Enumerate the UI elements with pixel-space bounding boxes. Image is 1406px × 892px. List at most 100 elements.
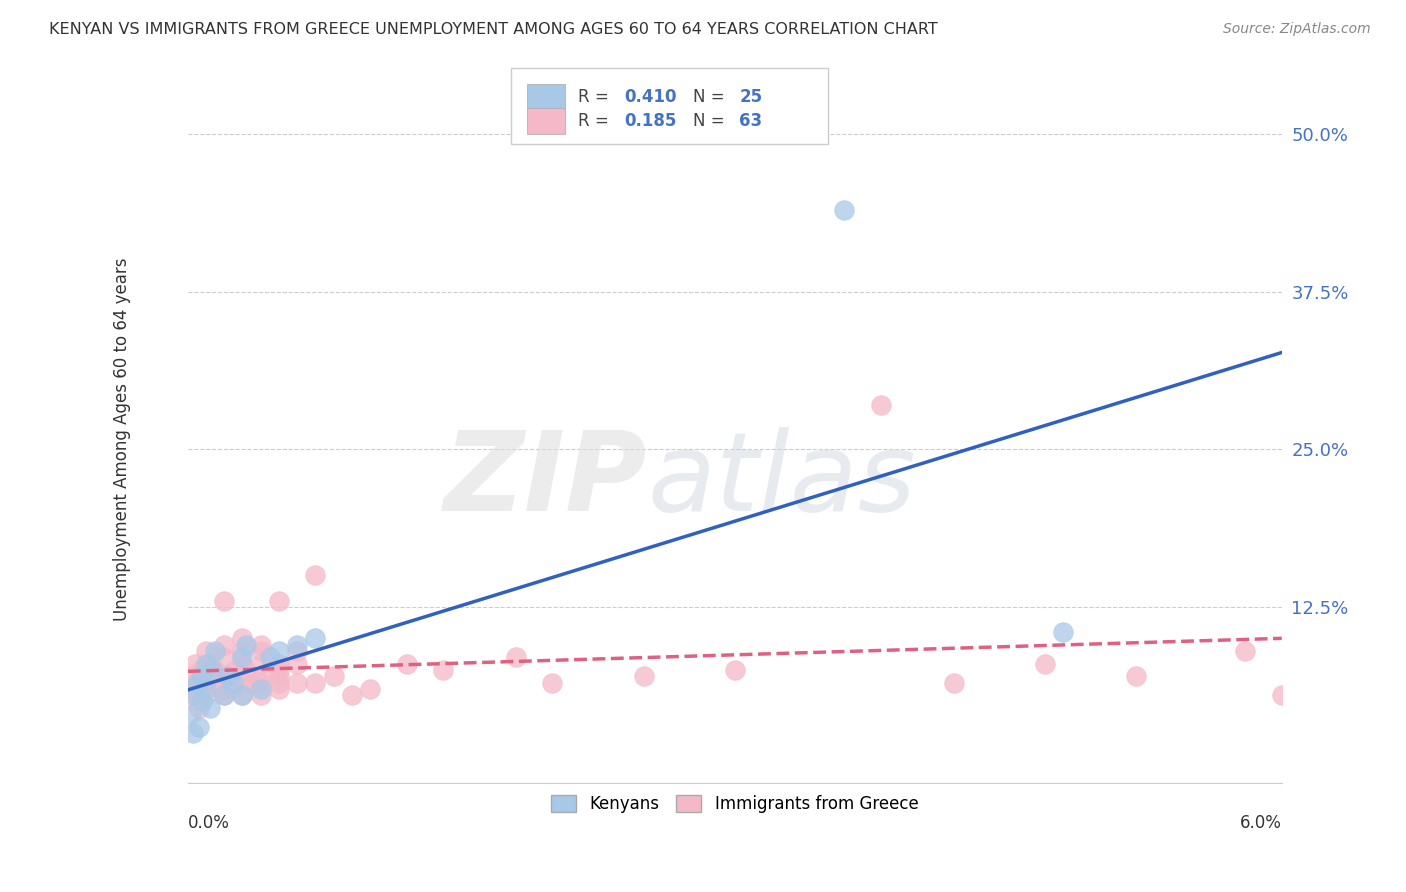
Point <box>186 675 208 690</box>
Text: atlas: atlas <box>647 427 915 534</box>
Point <box>240 675 263 690</box>
Point <box>184 688 207 702</box>
Point <box>214 638 236 652</box>
Point <box>222 675 245 690</box>
Point <box>285 644 308 658</box>
Point <box>1234 644 1257 658</box>
Point <box>191 694 214 708</box>
Point <box>235 663 257 677</box>
Point <box>285 657 308 671</box>
Point <box>205 669 228 683</box>
Point <box>267 681 290 696</box>
Point <box>180 707 202 722</box>
Text: N =: N = <box>693 112 730 129</box>
Point <box>231 650 253 665</box>
Point <box>190 663 212 677</box>
FancyBboxPatch shape <box>527 108 565 134</box>
Point <box>432 663 454 677</box>
Point <box>198 701 221 715</box>
Point <box>184 657 207 671</box>
Point <box>633 669 655 683</box>
Point <box>322 669 344 683</box>
Point <box>231 688 253 702</box>
Point <box>209 681 232 696</box>
Point <box>304 632 326 646</box>
Text: N =: N = <box>693 87 730 105</box>
Text: 63: 63 <box>740 112 762 129</box>
Point <box>1271 688 1294 702</box>
Point <box>231 657 253 671</box>
Point <box>249 669 271 683</box>
Point <box>195 688 218 702</box>
Point <box>942 675 965 690</box>
Point <box>187 701 209 715</box>
Point <box>395 657 418 671</box>
Point <box>195 644 218 658</box>
Text: KENYAN VS IMMIGRANTS FROM GREECE UNEMPLOYMENT AMONG AGES 60 TO 64 YEARS CORRELAT: KENYAN VS IMMIGRANTS FROM GREECE UNEMPLO… <box>49 22 938 37</box>
Point <box>190 669 212 683</box>
Point <box>214 688 236 702</box>
Point <box>541 675 564 690</box>
Point <box>195 669 218 683</box>
Point <box>224 663 246 677</box>
Point <box>249 638 271 652</box>
Point <box>832 202 855 217</box>
FancyBboxPatch shape <box>510 69 828 145</box>
Legend: Kenyans, Immigrants from Greece: Kenyans, Immigrants from Greece <box>544 789 925 820</box>
Point <box>285 675 308 690</box>
Text: R =: R = <box>578 112 614 129</box>
Point <box>181 726 204 740</box>
Point <box>214 650 236 665</box>
Text: 25: 25 <box>740 87 762 105</box>
Text: 0.410: 0.410 <box>624 87 676 105</box>
Point <box>231 644 253 658</box>
Point <box>304 675 326 690</box>
Point <box>267 657 290 671</box>
Point <box>180 669 202 683</box>
Point <box>267 669 290 683</box>
Point <box>217 669 239 683</box>
Point <box>267 593 290 607</box>
Point <box>204 663 226 677</box>
Point <box>267 663 290 677</box>
Text: 0.185: 0.185 <box>624 112 676 129</box>
Point <box>231 675 253 690</box>
Point <box>231 632 253 646</box>
Point <box>285 638 308 652</box>
Point <box>505 650 527 665</box>
Point <box>267 644 290 658</box>
Point <box>195 657 218 671</box>
Point <box>193 669 215 683</box>
Point <box>217 669 239 683</box>
Point <box>340 688 363 702</box>
Point <box>181 688 204 702</box>
Text: R =: R = <box>578 87 614 105</box>
Point <box>187 720 209 734</box>
Point <box>231 688 253 702</box>
Text: 0.0%: 0.0% <box>188 814 229 832</box>
Point <box>195 681 218 696</box>
Point <box>214 688 236 702</box>
Point <box>235 638 257 652</box>
Point <box>249 675 271 690</box>
Text: 6.0%: 6.0% <box>1240 814 1282 832</box>
Text: Unemployment Among Ages 60 to 64 years: Unemployment Among Ages 60 to 64 years <box>112 258 131 622</box>
Point <box>249 657 271 671</box>
Point <box>186 675 208 690</box>
Point <box>1125 669 1147 683</box>
Point <box>267 675 290 690</box>
Point <box>249 681 271 696</box>
Text: ZIP: ZIP <box>444 427 647 534</box>
Point <box>249 688 271 702</box>
Point <box>1033 657 1056 671</box>
FancyBboxPatch shape <box>527 84 565 110</box>
Point <box>359 681 381 696</box>
Point <box>204 644 226 658</box>
Point <box>221 681 243 696</box>
Point <box>179 681 201 696</box>
Point <box>200 675 222 690</box>
Point <box>259 650 281 665</box>
Point <box>304 568 326 582</box>
Point <box>191 681 214 696</box>
Point <box>724 663 747 677</box>
